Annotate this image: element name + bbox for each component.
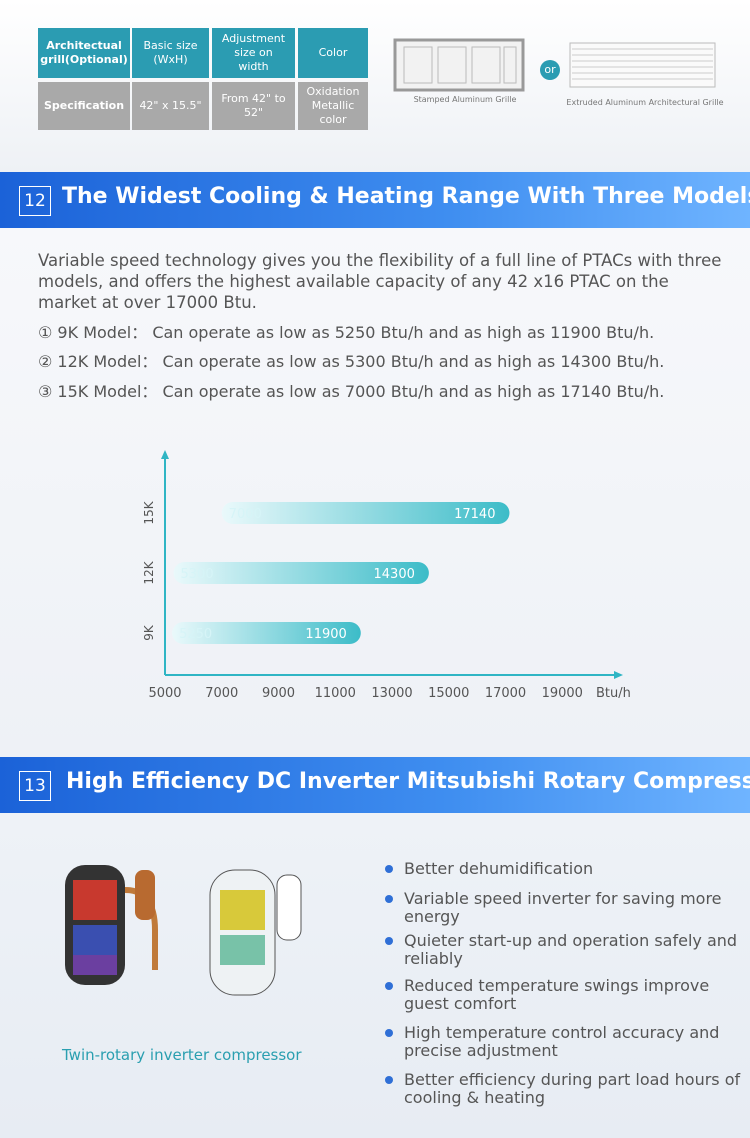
y-tick-label: 15K bbox=[142, 500, 156, 524]
stamped-grille bbox=[393, 38, 525, 92]
y-tick-label: 12K bbox=[142, 560, 156, 584]
table-cell: 42" x 15.5" bbox=[132, 82, 209, 130]
extruded-grille bbox=[569, 42, 716, 88]
bullet bbox=[385, 1029, 393, 1037]
table-header: Architectual grill(Optional) bbox=[38, 28, 130, 78]
x-tick-label: 13000 bbox=[371, 686, 412, 701]
or-label: or bbox=[544, 63, 556, 76]
range-start-label: 5300 bbox=[181, 567, 214, 582]
section-title: The Widest Cooling & Heating Range With … bbox=[62, 184, 750, 209]
x-arrow bbox=[614, 671, 623, 679]
grille-images bbox=[393, 38, 716, 92]
table-cell: From 42" to 52" bbox=[212, 82, 295, 130]
section-banner: 13 High Efficiency DC Inverter Mitsubish… bbox=[0, 757, 750, 813]
model-line: ② 12K Model： Can operate as low as 5300 … bbox=[38, 352, 665, 371]
feature: High temperature control accuracy and pr… bbox=[404, 1023, 720, 1060]
y-tick-label: 9K bbox=[142, 624, 156, 641]
grille-caption: Stamped Aluminum Grille bbox=[413, 95, 517, 104]
range-section bbox=[0, 228, 750, 757]
table-header: Basic size (WxH) bbox=[132, 28, 209, 78]
bullet bbox=[385, 1076, 393, 1084]
section-number: 12 bbox=[19, 186, 51, 216]
bullet bbox=[385, 982, 393, 990]
compressor-section bbox=[0, 813, 750, 1138]
model-line: ③ 15K Model： Can operate as low as 7000 … bbox=[38, 382, 665, 401]
feature: Reduced temperature swings improve guest… bbox=[404, 976, 710, 1013]
bullet bbox=[385, 937, 393, 945]
range-start-label: 7000 bbox=[229, 507, 262, 522]
x-tick-label: 7000 bbox=[205, 686, 238, 701]
x-tick-label: 9000 bbox=[262, 686, 295, 701]
feature: Variable speed inverter for saving more … bbox=[404, 889, 722, 926]
range-chart: 5000 7000 9000 11000 13000 15000 17000 19000 Btu… bbox=[142, 450, 631, 701]
range-end-label: 11900 bbox=[305, 627, 346, 642]
feature: Better efficiency during part load hours… bbox=[404, 1070, 741, 1107]
section-number: 13 bbox=[19, 771, 51, 801]
table-cell: Oxidation Metallic color bbox=[298, 82, 368, 130]
y-arrow bbox=[161, 450, 169, 459]
x-tick-label: 15000 bbox=[428, 686, 469, 701]
or-badge bbox=[540, 60, 560, 80]
grille-slots bbox=[403, 46, 517, 84]
range-bar bbox=[221, 502, 510, 524]
bullet bbox=[385, 895, 393, 903]
x-tick-label: 5000 bbox=[148, 686, 181, 701]
section-banner: 12 The Widest Cooling & Heating Range Wi… bbox=[0, 172, 750, 228]
bullet bbox=[385, 865, 393, 873]
grille-caption: Extruded Aluminum Architectural Grille bbox=[566, 98, 724, 107]
table-cell: Specification bbox=[38, 82, 130, 130]
compressor-images bbox=[65, 865, 302, 996]
x-tick-label: 17000 bbox=[485, 686, 526, 701]
section-title: High Efficiency DC Inverter Mitsubishi R… bbox=[66, 769, 750, 794]
x-tick-label: 11000 bbox=[315, 686, 356, 701]
table-header: Color bbox=[298, 28, 368, 78]
range-end-label: 17140 bbox=[454, 507, 495, 522]
intro-text: Variable speed technology gives you the … bbox=[38, 251, 722, 312]
model-line: ① 9K Model： Can operate as low as 5250 B… bbox=[38, 323, 655, 342]
feature: Better dehumidification bbox=[404, 859, 594, 878]
x-axis-label: Btu/h bbox=[596, 686, 631, 701]
x-tick-label: 19000 bbox=[542, 686, 583, 701]
compressor-caption: Twin-rotary inverter compressor bbox=[62, 1046, 302, 1064]
table-header: Adjustment size on width bbox=[212, 28, 295, 78]
range-bar bbox=[173, 562, 429, 584]
range-bar bbox=[172, 622, 361, 644]
feature: Quieter start-up and operation safely an… bbox=[404, 931, 738, 968]
range-end-label: 14300 bbox=[374, 567, 415, 582]
range-start-label: 5250 bbox=[179, 627, 212, 642]
grille-lines bbox=[572, 48, 713, 80]
